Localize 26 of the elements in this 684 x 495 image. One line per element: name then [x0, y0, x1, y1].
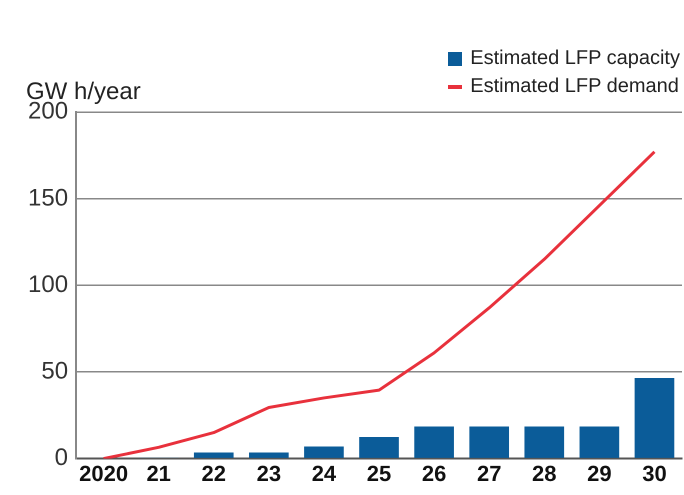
bar — [249, 452, 289, 458]
bar — [194, 452, 234, 458]
y-tick-label: 0 — [54, 444, 68, 472]
bar — [634, 378, 674, 458]
bar — [524, 426, 564, 458]
bar — [359, 436, 399, 458]
bar — [304, 446, 344, 458]
x-tick-label: 26 — [422, 460, 446, 486]
x-tick-label: 29 — [587, 460, 612, 486]
y-tick-label: 100 — [28, 270, 68, 298]
x-tick-label: 25 — [366, 460, 392, 486]
x-tick-label: 21 — [146, 460, 171, 486]
x-tick-label: 28 — [532, 460, 557, 486]
bar — [580, 426, 620, 458]
x-tick-label: 2020 — [79, 460, 128, 486]
x-tick-label: 30 — [642, 460, 667, 486]
x-tick-label: 22 — [202, 460, 226, 486]
bar — [469, 426, 510, 458]
x-tick-label: 24 — [312, 460, 337, 486]
y-tick-label: 150 — [28, 184, 68, 212]
legend-label: Estimated LFP demand — [469, 74, 680, 99]
legend-label: Estimated LFP capacity — [469, 46, 680, 71]
x-tick-label: 27 — [476, 460, 502, 486]
x-tick-label: 23 — [256, 460, 282, 486]
y-tick-label: 50 — [41, 358, 68, 385]
bar — [414, 426, 454, 458]
